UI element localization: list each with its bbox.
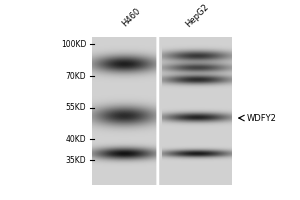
Text: 70KD: 70KD [65,72,86,81]
Text: WDFY2: WDFY2 [247,114,277,123]
Text: 55KD: 55KD [65,103,86,112]
Text: H460: H460 [120,7,142,29]
Text: 35KD: 35KD [65,156,86,165]
Text: 100KD: 100KD [61,40,86,49]
Text: HepG2: HepG2 [184,2,211,29]
Text: 40KD: 40KD [65,135,86,144]
